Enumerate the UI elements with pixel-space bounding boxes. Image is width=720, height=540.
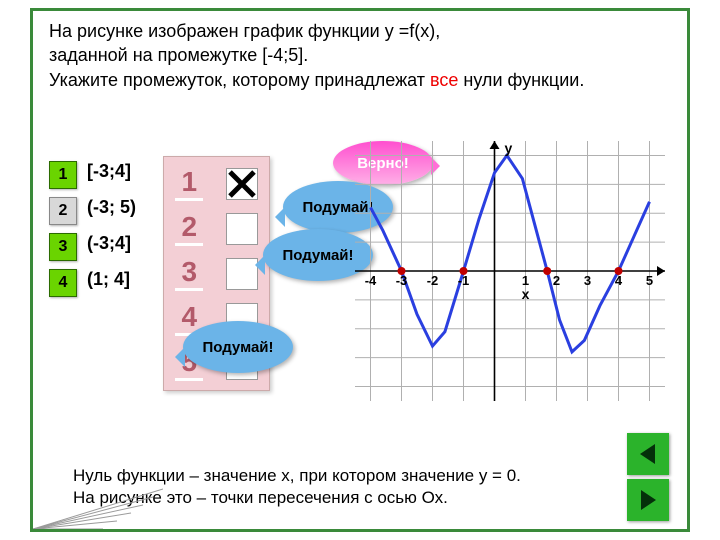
- panel-num: 1: [175, 166, 203, 201]
- svg-text:-3: -3: [396, 273, 408, 288]
- panel-num: 3: [175, 256, 203, 291]
- answer-text-2: (-3; 5): [87, 197, 136, 218]
- triangle-left-icon: [635, 441, 661, 467]
- corner-decor: [33, 459, 163, 529]
- callout-text: Подумай!: [282, 247, 353, 264]
- answer-row: 3 (-3;4]: [49, 233, 136, 261]
- answer-row: 4 (1; 4]: [49, 269, 136, 297]
- svg-text:x: x: [522, 286, 530, 302]
- slide-frame: На рисунке изображен график функции y =f…: [30, 8, 690, 532]
- panel-row: 2: [164, 211, 269, 246]
- panel-row: 1: [164, 166, 269, 201]
- answer-row: 1 [-3;4]: [49, 161, 136, 189]
- panel-num: 2: [175, 211, 203, 246]
- answer-number-1[interactable]: 1: [49, 161, 77, 189]
- task-l3a: Укажите промежуток, которому принадлежат: [49, 70, 430, 90]
- answer-text-1: [-3;4]: [87, 161, 131, 182]
- task-text: На рисунке изображен график функции y =f…: [49, 19, 671, 92]
- callout-text: Подумай!: [202, 339, 273, 356]
- answer-row: 2 (-3; 5): [49, 197, 136, 225]
- svg-text:3: 3: [584, 273, 591, 288]
- answer-text-4: (1; 4]: [87, 269, 130, 290]
- answer-number-4[interactable]: 4: [49, 269, 77, 297]
- task-l3b: нули функции.: [458, 70, 584, 90]
- svg-text:2: 2: [553, 273, 560, 288]
- check-icon: [226, 168, 258, 200]
- svg-text:-1: -1: [458, 273, 470, 288]
- panel-box: [226, 213, 258, 245]
- answer-text-3: (-3;4]: [87, 233, 131, 254]
- svg-text:5: 5: [646, 273, 653, 288]
- task-red: все: [430, 70, 458, 90]
- svg-text:4: 4: [615, 273, 623, 288]
- answer-number-2[interactable]: 2: [49, 197, 77, 225]
- nav-next-button[interactable]: [627, 479, 669, 521]
- task-l2: заданной на промежутке [-4;5].: [49, 45, 308, 65]
- triangle-right-icon: [635, 487, 661, 513]
- svg-text:-2: -2: [427, 273, 439, 288]
- callout-think-3: Подумай!: [183, 321, 293, 373]
- function-chart: -4-3-2-112345xy: [355, 141, 665, 401]
- svg-text:y: y: [505, 141, 513, 156]
- nav-back-button[interactable]: [627, 433, 669, 475]
- task-l1: На рисунке изображен график функции y =f…: [49, 21, 440, 41]
- answers-block: 1 [-3;4] 2 (-3; 5) 3 (-3;4] 4 (1; 4]: [49, 161, 136, 305]
- answer-number-3[interactable]: 3: [49, 233, 77, 261]
- svg-text:-4: -4: [365, 273, 377, 288]
